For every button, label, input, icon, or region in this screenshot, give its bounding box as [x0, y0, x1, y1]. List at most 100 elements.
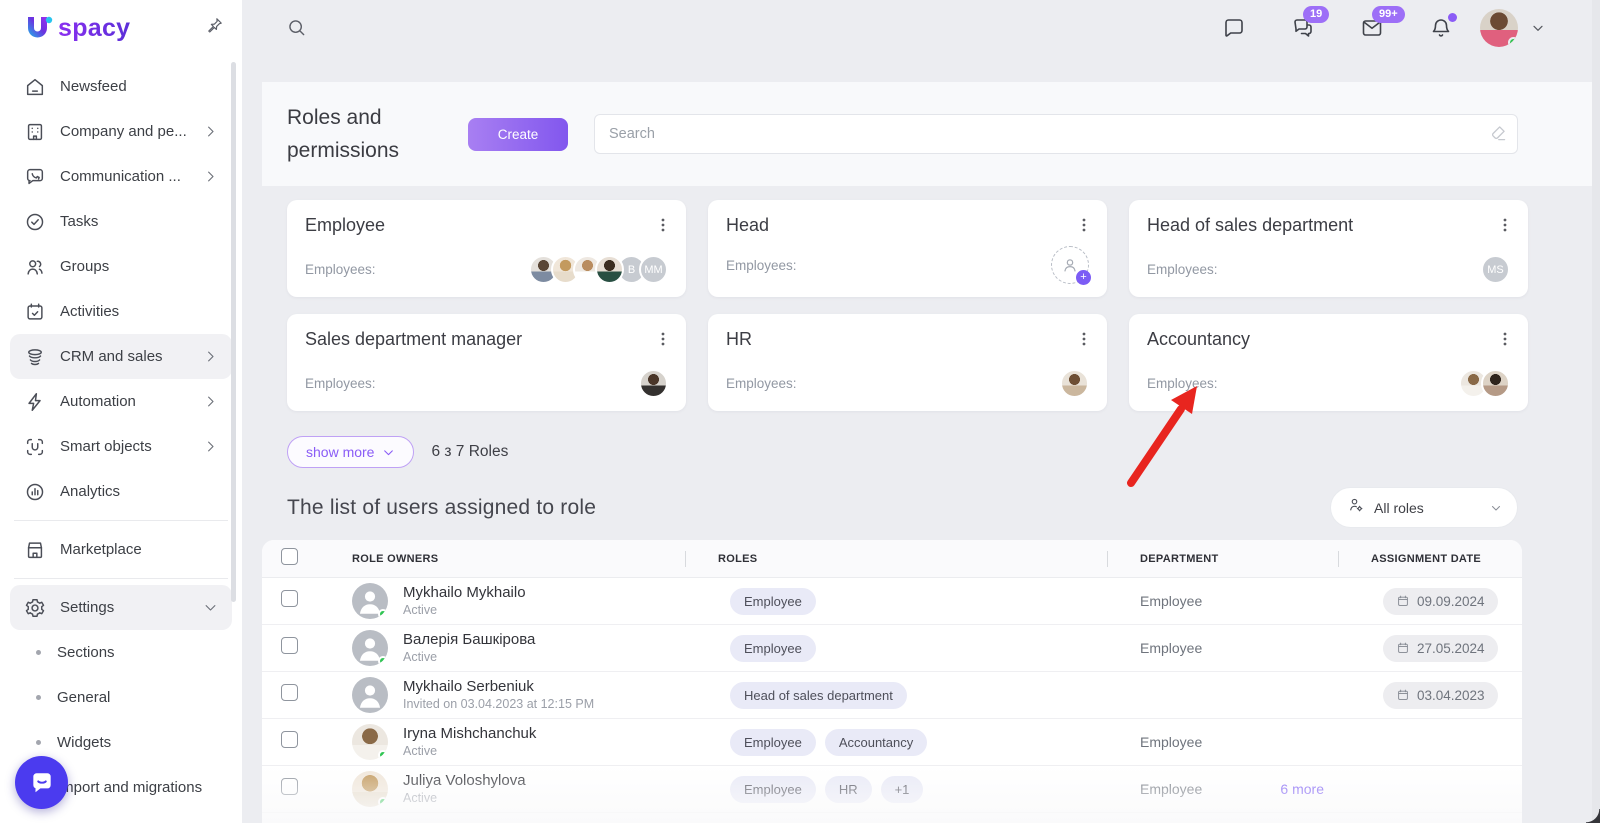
sidebar-subitem-general[interactable]: General — [0, 675, 242, 720]
user-status: Active — [403, 650, 438, 664]
sidebar-item-marketplace[interactable]: Marketplace — [10, 527, 232, 572]
role-card-sales-manager[interactable]: Sales department manager Employees: — [287, 314, 686, 411]
uspacy-logo-icon[interactable] — [22, 11, 56, 45]
create-button[interactable]: Create — [468, 117, 568, 151]
add-employee-button[interactable]: + — [1051, 246, 1091, 285]
kebab-menu-icon[interactable] — [1075, 329, 1093, 354]
lightning-icon — [24, 391, 46, 413]
sidebar-item-settings[interactable]: Settings — [10, 585, 232, 630]
user-name[interactable]: Валерія Башкірова — [403, 631, 536, 648]
sidebar-item-analytics[interactable]: Analytics — [10, 469, 232, 514]
user-name[interactable]: Mykhailo Serbeniuk — [403, 678, 534, 695]
role-card-employee[interactable]: Employee Employees: B MM — [287, 200, 686, 297]
role-chip[interactable]: Employee — [730, 728, 816, 756]
crm-stack-icon — [24, 346, 46, 368]
table-row[interactable]: Mykhailo Mykhailo Active Employee Employ… — [262, 578, 1522, 625]
sidebar-item-smart-objects[interactable]: Smart objects — [10, 424, 232, 469]
sidebar-item-label: Analytics — [60, 483, 121, 500]
kebab-menu-icon[interactable] — [1496, 329, 1514, 354]
user-status: Invited on 03.04.2023 at 12:15 PM — [403, 697, 595, 711]
all-roles-label: All roles — [1374, 499, 1424, 516]
table-row[interactable]: Iryna Mishchanchuk Active Employee Accou… — [262, 719, 1522, 766]
kebab-menu-icon[interactable] — [1496, 215, 1514, 240]
row-checkbox[interactable] — [281, 684, 298, 701]
user-photo-avatar — [352, 771, 388, 807]
user-avatar[interactable] — [1480, 8, 1518, 47]
table-row[interactable]: Juliya Voloshylova Active Employee HR +1… — [262, 766, 1522, 813]
employee-avatar — [639, 369, 668, 398]
assignment-date: 27.05.2024 — [1417, 640, 1485, 656]
role-card-accountancy[interactable]: Accountancy Employees: — [1129, 314, 1528, 411]
sidebar-item-groups[interactable]: Groups — [10, 244, 232, 289]
online-status-dot — [378, 656, 388, 666]
role-card-title: Head of sales department — [1147, 215, 1354, 235]
show-more-button[interactable]: show more — [287, 436, 415, 468]
row-checkbox[interactable] — [281, 778, 298, 795]
support-chat-button[interactable] — [15, 756, 68, 809]
sidebar-scrollbar[interactable] — [231, 62, 236, 602]
sidebar-item-newsfeed[interactable]: Newsfeed — [10, 64, 232, 109]
kebab-menu-icon[interactable] — [654, 329, 672, 354]
page-scrollbar-track[interactable] — [1592, 0, 1600, 823]
role-chip[interactable]: Accountancy — [824, 728, 928, 756]
sidebar-item-crm-and-sales[interactable]: CRM and sales — [10, 334, 232, 379]
role-chip[interactable]: Head of sales department — [730, 681, 907, 709]
employee-avatar-stack[interactable] — [1459, 369, 1510, 398]
online-status-dot — [1508, 36, 1518, 47]
show-more-row: show more 6 з 7 Roles — [287, 436, 508, 468]
sidebar-item-communication[interactable]: Communication ... — [10, 154, 232, 199]
check-circle-icon — [24, 211, 46, 233]
role-chip[interactable]: Employee — [730, 634, 816, 662]
sidebar-item-activities[interactable]: Activities — [10, 289, 232, 334]
more-departments-link[interactable]: 6 more — [1280, 781, 1324, 797]
bell-icon[interactable] — [1428, 12, 1457, 41]
kebab-menu-icon[interactable] — [654, 215, 672, 240]
column-separator — [685, 551, 686, 567]
pin-icon[interactable] — [205, 16, 224, 40]
kebab-menu-icon[interactable] — [1075, 215, 1093, 240]
role-chip-more[interactable]: +1 — [880, 775, 924, 803]
role-chip[interactable]: Employee — [730, 775, 816, 803]
role-card-hr[interactable]: HR Employees: — [708, 314, 1107, 411]
row-checkbox[interactable] — [281, 590, 298, 607]
employee-avatar-stack[interactable]: B MM — [529, 255, 668, 284]
messenger-icon[interactable]: 19 — [1290, 5, 1330, 41]
table-row[interactable]: Mykhailo Serbeniuk Invited on 03.04.2023… — [262, 672, 1522, 719]
role-card-head[interactable]: Head Employees: + — [708, 200, 1107, 297]
sidebar-item-automation[interactable]: Automation — [10, 379, 232, 424]
comment-icon[interactable] — [1221, 15, 1247, 41]
select-all-checkbox[interactable] — [281, 547, 298, 565]
employees-label: Employees: — [726, 257, 797, 273]
mail-icon[interactable]: 99+ — [1359, 5, 1405, 41]
row-checkbox[interactable] — [281, 731, 298, 748]
sidebar-item-company[interactable]: Company and pe... — [10, 109, 232, 154]
eraser-icon[interactable] — [1487, 123, 1508, 149]
sidebar-item-tasks[interactable]: Tasks — [10, 199, 232, 244]
employee-avatar — [595, 255, 624, 284]
online-status-dot — [378, 609, 388, 619]
home-icon — [24, 76, 46, 98]
employees-label: Employees: — [1147, 262, 1218, 277]
sidebar-subitem-sections[interactable]: Sections — [0, 630, 242, 675]
sidebar: spacy Newsfeed Company and pe... Communi… — [0, 0, 242, 823]
all-roles-dropdown[interactable]: All roles — [1330, 487, 1518, 528]
row-checkbox[interactable] — [281, 637, 298, 654]
search-icon[interactable] — [286, 17, 307, 38]
role-chip[interactable]: Employee — [730, 587, 816, 615]
user-name[interactable]: Juliya Voloshylova — [403, 772, 526, 789]
role-chip[interactable]: HR — [824, 775, 872, 803]
user-name[interactable]: Iryna Mishchanchuk — [403, 725, 537, 742]
employee-avatar-stack[interactable]: MS — [1481, 255, 1510, 284]
search-input[interactable] — [594, 114, 1518, 154]
user-name[interactable]: Mykhailo Mykhailo — [403, 584, 526, 601]
role-card-title: Employee — [305, 215, 386, 235]
profile-chevron-down-icon[interactable] — [1530, 20, 1546, 36]
employee-avatar-stack[interactable] — [1060, 369, 1089, 398]
table-row[interactable]: Валерія Башкірова Active Employee Employ… — [262, 625, 1522, 672]
role-card-head-of-sales[interactable]: Head of sales department Employees: MS — [1129, 200, 1528, 297]
online-status-dot — [378, 750, 388, 760]
employee-avatar-stack[interactable] — [639, 369, 668, 398]
bullet-dot — [36, 650, 41, 655]
employee-avatar — [1481, 369, 1510, 398]
sidebar-subitem-widgets[interactable]: Widgets — [0, 720, 242, 765]
